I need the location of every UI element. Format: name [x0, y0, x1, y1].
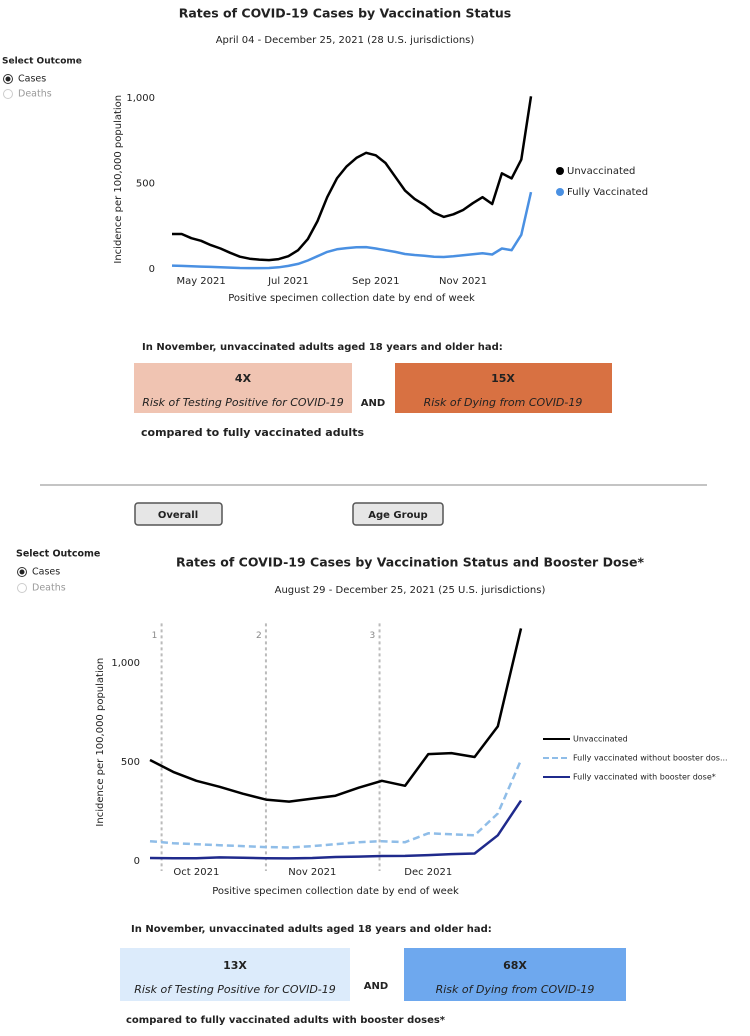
radio[interactable] [3, 89, 13, 99]
x-tick-label: May 2021 [176, 276, 225, 287]
radio-dot [5, 76, 11, 82]
legend-marker [556, 167, 564, 175]
x-tick-label: Nov 2021 [288, 867, 336, 878]
legend-label: Fully Vaccinated [567, 187, 648, 198]
chart-subtitle: August 29 - December 25, 2021 (25 U.S. j… [275, 585, 546, 596]
chart-title: Rates of COVID-19 Cases by Vaccination S… [176, 555, 644, 570]
radio-label[interactable]: Cases [18, 74, 46, 85]
button[interactable] [134, 502, 223, 526]
callout-joiner: AND [364, 981, 388, 992]
callout-value: 4X [235, 372, 252, 385]
radio-label[interactable]: Cases [32, 567, 60, 578]
callout-footer: compared to fully vaccinated adults [141, 426, 364, 439]
radio[interactable] [17, 583, 27, 593]
x-tick-label: Sep 2021 [352, 276, 399, 287]
y-tick-label: 0 [149, 264, 155, 275]
legend-label: Unvaccinated [567, 166, 635, 177]
callout-heading: In November, unvaccinated adults aged 18… [131, 924, 492, 935]
callout-value: 13X [223, 959, 247, 972]
reference-label: 1 [152, 631, 158, 641]
y-tick-label: 500 [121, 757, 140, 768]
button-label[interactable]: Age Group [368, 510, 427, 521]
x-tick-label: Nov 2021 [439, 276, 487, 287]
y-tick-label: 0 [134, 856, 140, 867]
series-line [172, 96, 533, 262]
y-axis-label: Incidence per 100,000 population [113, 95, 124, 264]
callout-box [120, 948, 350, 1001]
callout-value: 15X [491, 372, 515, 385]
y-tick-label: 500 [136, 179, 155, 190]
y-tick-label: 1,000 [126, 93, 155, 104]
outcome-title: Select Outcome [2, 57, 82, 67]
callout-heading: In November, unvaccinated adults aged 18… [142, 342, 503, 353]
x-axis-label: Positive specimen collection date by end… [228, 293, 475, 304]
callout-joiner: AND [361, 398, 385, 409]
x-axis-label: Positive specimen collection date by end… [212, 886, 459, 897]
x-tick-label: Oct 2021 [173, 867, 219, 878]
reference-label: 2 [256, 631, 262, 641]
y-axis-label: Incidence per 100,000 population [95, 658, 106, 827]
callout-box [404, 948, 626, 1001]
callout-label: Risk of Dying from COVID-19 [436, 983, 595, 996]
outcome-title: Select Outcome [16, 549, 100, 560]
x-tick-label: Dec 2021 [404, 867, 452, 878]
series-line [149, 759, 523, 849]
callout-box [395, 363, 612, 413]
chart-subtitle: April 04 - December 25, 2021 (28 U.S. ju… [216, 35, 475, 46]
legend-label: Unvaccinated [573, 735, 628, 744]
button-label[interactable]: Overall [158, 510, 198, 521]
y-tick-label: 1,000 [111, 658, 140, 669]
callout-footer: compared to fully vaccinated adults with… [126, 1015, 446, 1026]
radio-label[interactable]: Deaths [18, 89, 52, 100]
reference-label: 3 [370, 631, 376, 641]
radio-dot [19, 569, 25, 575]
legend-label: Fully vaccinated without booster dos... [573, 754, 728, 763]
radio-label[interactable]: Deaths [32, 583, 66, 594]
callout-label: Risk of Testing Positive for COVID-19 [142, 396, 344, 409]
callout-label: Risk of Dying from COVID-19 [424, 396, 583, 409]
chart-title: Rates of COVID-19 Cases by Vaccination S… [179, 6, 511, 21]
x-tick-label: Jul 2021 [267, 276, 309, 287]
button[interactable] [352, 502, 444, 526]
callout-value: 68X [503, 959, 527, 972]
series-line [149, 799, 523, 860]
series-line [171, 191, 533, 270]
callout-label: Risk of Testing Positive for COVID-19 [134, 983, 336, 996]
legend-marker [556, 188, 564, 196]
legend-label: Fully vaccinated with booster dose* [573, 773, 716, 782]
series-line [149, 628, 523, 803]
callout-box [134, 363, 352, 413]
